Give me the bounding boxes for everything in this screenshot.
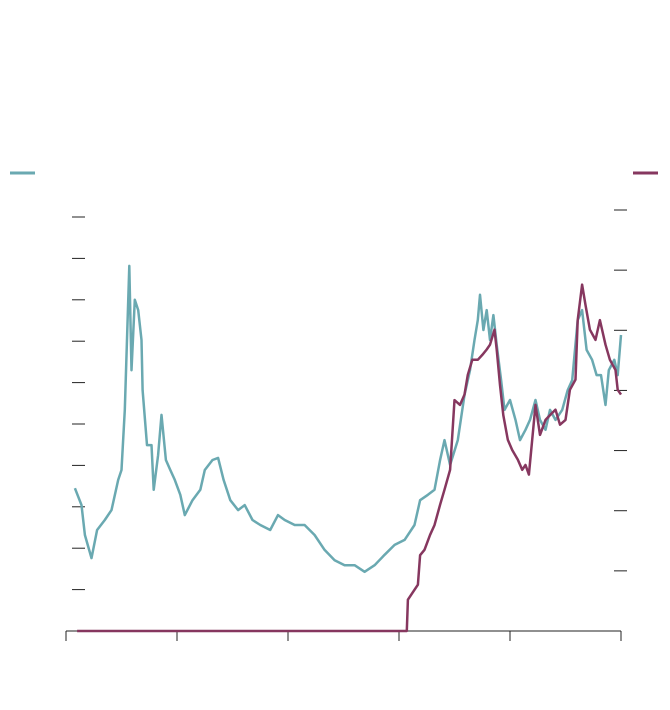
series-line [73,264,623,574]
series-line [77,283,623,633]
